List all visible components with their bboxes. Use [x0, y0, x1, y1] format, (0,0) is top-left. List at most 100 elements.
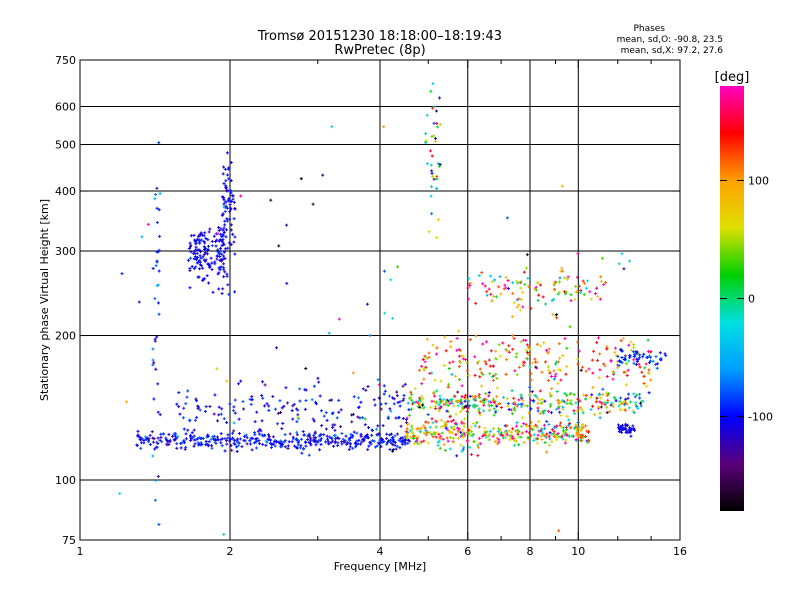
data-point [480, 384, 484, 388]
data-point [430, 171, 434, 175]
data-point [540, 370, 544, 374]
colorbar-tick-label: 100 [748, 174, 769, 187]
data-point [222, 226, 226, 230]
data-point [207, 281, 211, 285]
data-point [215, 367, 219, 371]
data-point [368, 440, 372, 444]
y-tick-label: 750 [55, 54, 76, 67]
data-point [249, 442, 253, 446]
data-point [308, 435, 312, 439]
data-point [186, 389, 190, 393]
data-point [244, 433, 248, 437]
data-point [201, 279, 205, 283]
data-point [545, 420, 549, 424]
data-point [352, 395, 356, 399]
data-point [469, 425, 473, 429]
data-point [156, 301, 160, 305]
data-point [519, 340, 523, 344]
data-point [555, 407, 559, 411]
data-point [206, 238, 210, 242]
data-point [200, 436, 204, 440]
grid-layer [80, 60, 680, 540]
data-point [430, 175, 434, 179]
data-point [505, 216, 509, 220]
data-point [642, 374, 646, 378]
data-point [152, 397, 156, 401]
data-point [477, 425, 481, 429]
data-point [638, 365, 642, 369]
data-point [261, 442, 265, 446]
data-point [365, 302, 369, 306]
data-point [439, 379, 443, 383]
data-point [535, 360, 539, 364]
data-point [408, 396, 412, 400]
data-point [624, 424, 628, 428]
data-point [196, 407, 200, 411]
data-points [118, 82, 668, 536]
data-point [223, 209, 227, 213]
data-point [221, 241, 225, 245]
data-point [264, 439, 268, 443]
data-point [192, 444, 196, 448]
data-point [565, 433, 569, 437]
colorbar-label: [deg] [715, 70, 750, 85]
data-point [210, 261, 214, 265]
data-point [494, 356, 498, 360]
data-point [460, 384, 464, 388]
data-point [433, 405, 437, 409]
data-point [319, 409, 323, 413]
data-point [537, 429, 541, 433]
data-point [254, 446, 258, 450]
data-point [499, 431, 503, 435]
data-point [443, 420, 447, 424]
data-point [384, 402, 388, 406]
data-point [507, 429, 511, 433]
data-point [202, 234, 206, 238]
data-point [160, 440, 164, 444]
data-point [478, 413, 482, 417]
data-point [581, 411, 585, 415]
data-point [203, 231, 207, 235]
data-point [584, 397, 588, 401]
data-point [504, 372, 508, 376]
data-point [578, 399, 582, 403]
data-point [562, 290, 566, 294]
data-point [136, 433, 140, 437]
data-point [540, 438, 544, 442]
data-point [188, 245, 192, 249]
data-point [493, 403, 497, 407]
data-point [559, 425, 563, 429]
data-point [171, 434, 175, 438]
data-point [629, 434, 633, 438]
data-point [519, 435, 523, 439]
data-point [560, 184, 564, 188]
data-point [350, 413, 354, 417]
data-point [337, 410, 341, 414]
y-tick-label: 300 [55, 245, 76, 258]
data-point [534, 285, 538, 289]
data-point [408, 413, 412, 417]
data-point [632, 392, 636, 396]
data-point [153, 337, 157, 341]
data-point [232, 421, 236, 425]
data-point [221, 234, 225, 238]
data-point [261, 434, 265, 438]
data-point [543, 399, 547, 403]
data-point [643, 366, 647, 370]
data-point [452, 394, 456, 398]
data-point [617, 262, 621, 266]
data-point [577, 284, 581, 288]
data-point [590, 393, 594, 397]
data-point [423, 426, 427, 430]
data-point [425, 113, 429, 117]
data-point [235, 440, 239, 444]
data-point [432, 177, 436, 181]
data-point [495, 442, 499, 446]
data-point [454, 432, 458, 436]
data-point [118, 492, 122, 496]
data-point [222, 268, 226, 272]
data-point [382, 269, 386, 273]
data-point [645, 355, 649, 359]
data-point [330, 125, 334, 129]
data-point [488, 372, 492, 376]
